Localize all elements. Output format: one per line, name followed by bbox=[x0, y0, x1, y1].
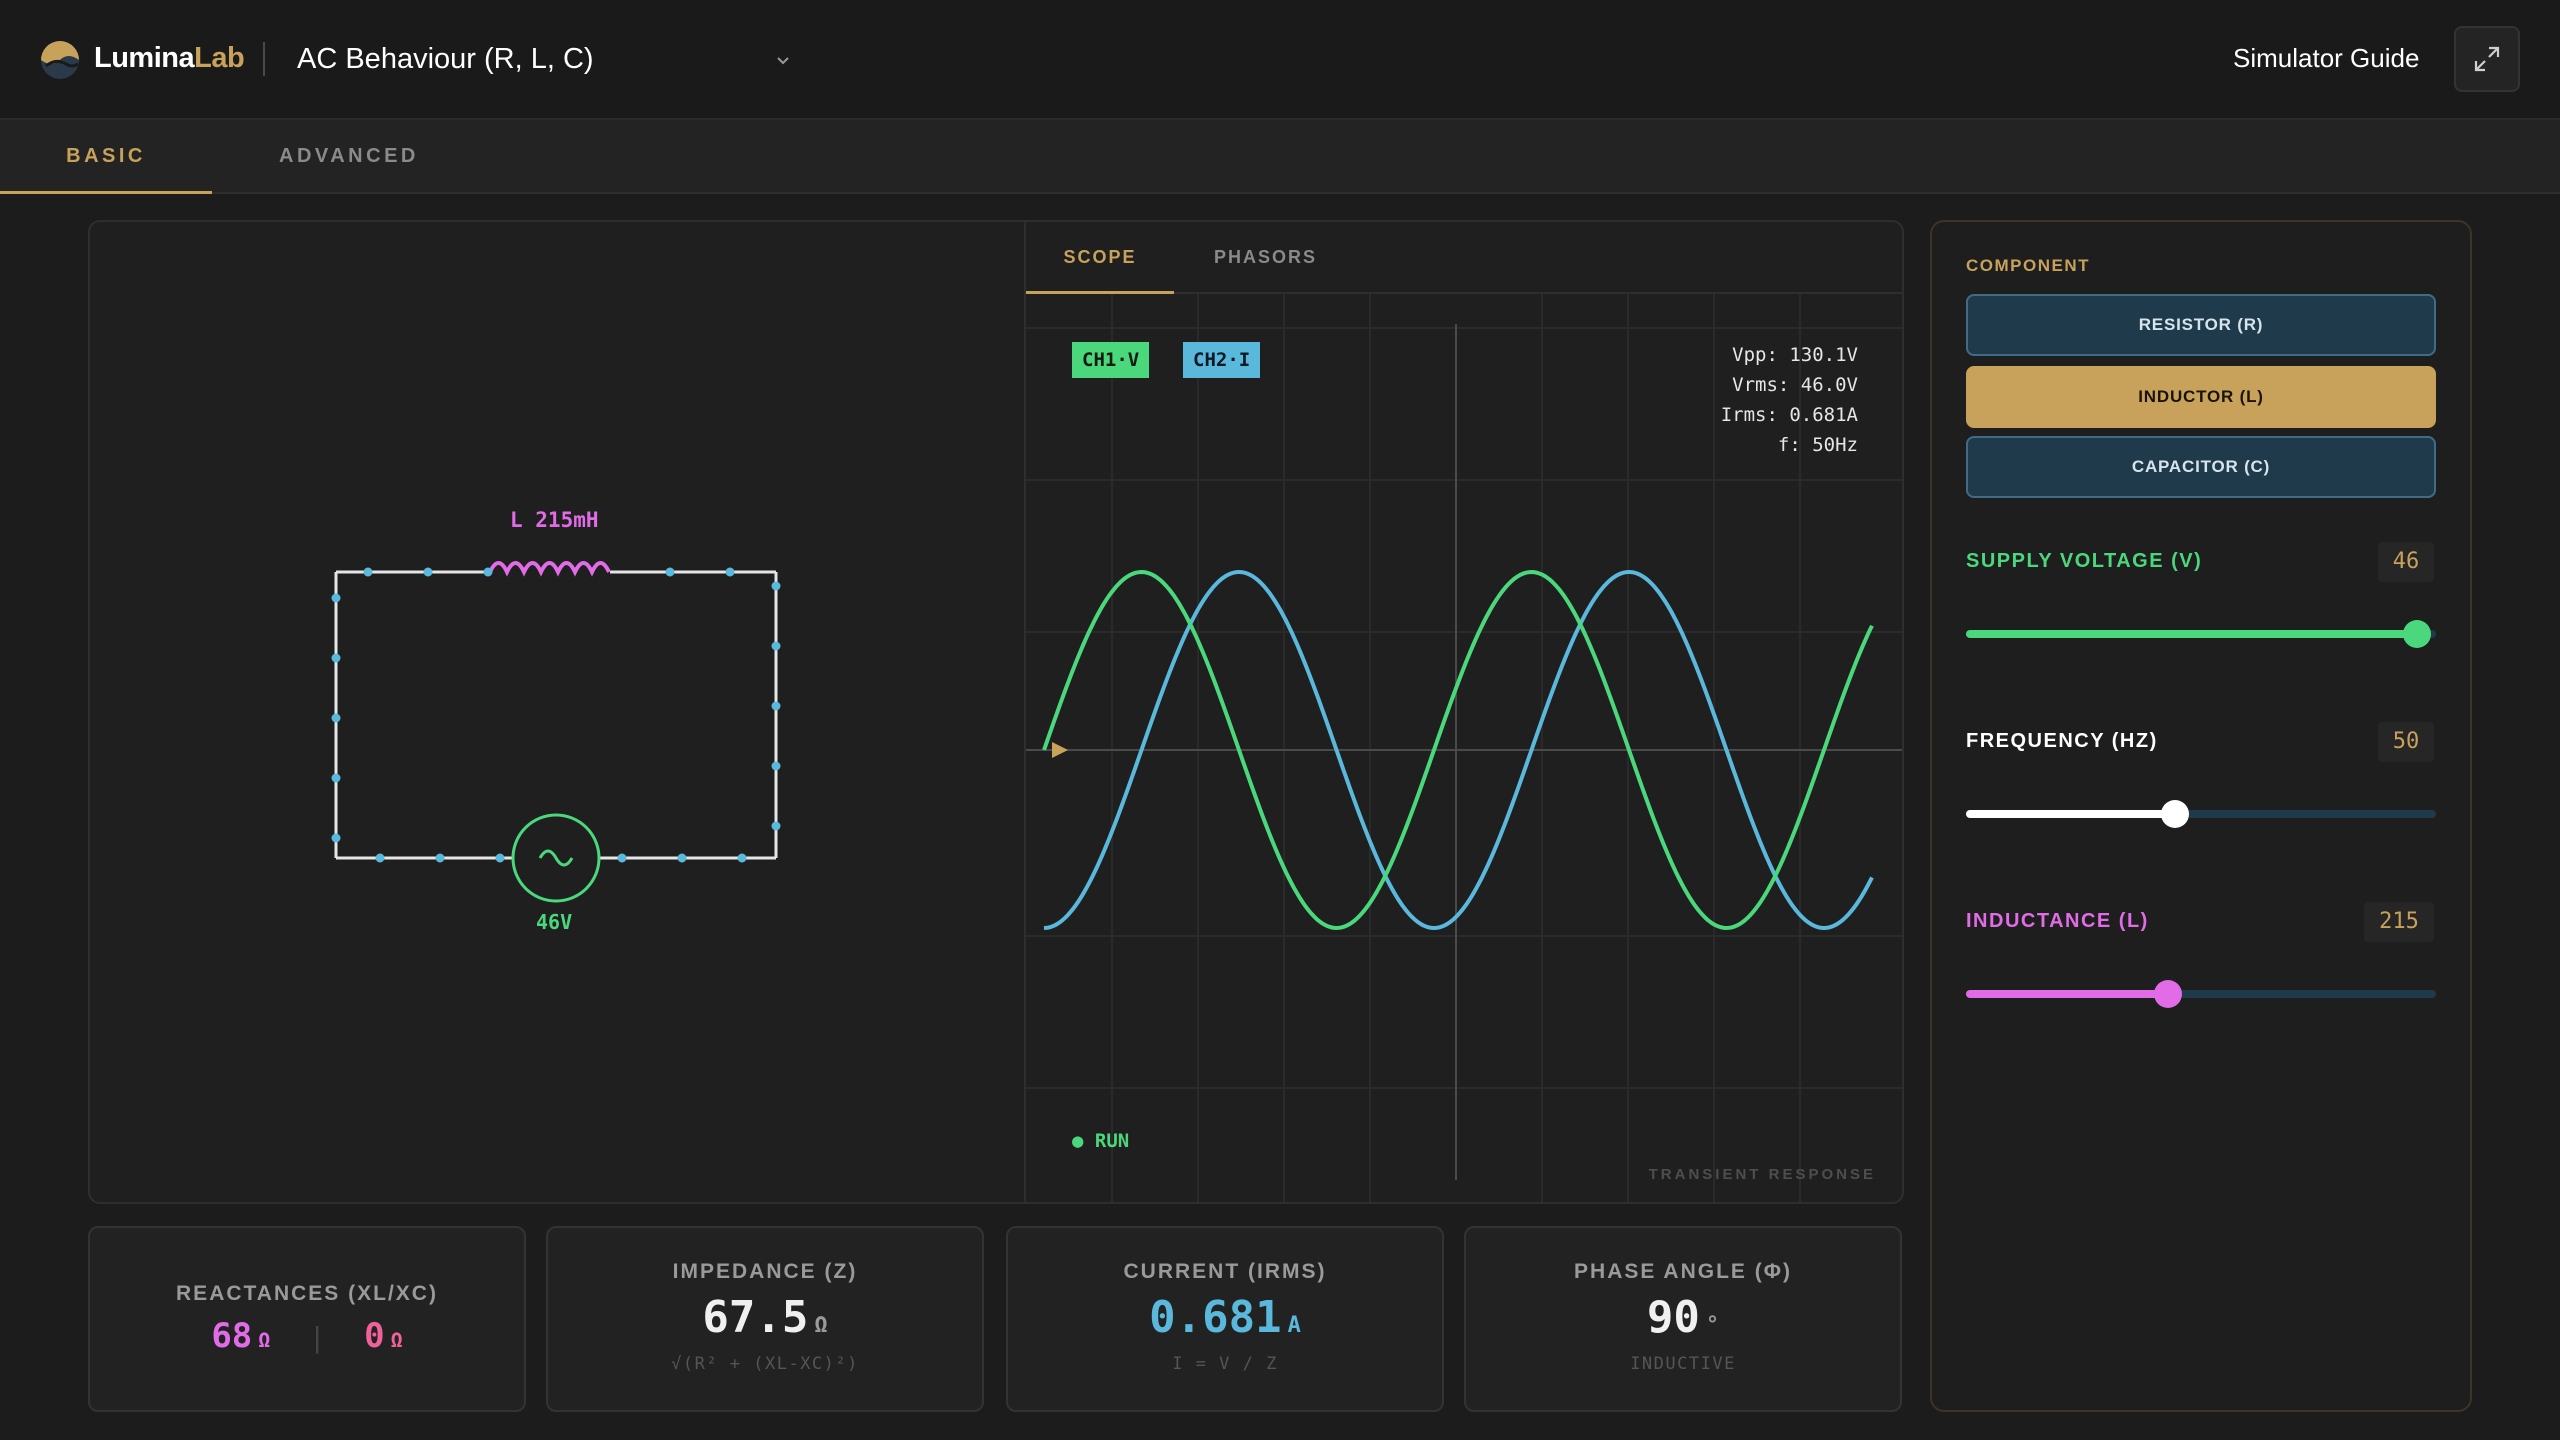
frequency-value[interactable]: 50 bbox=[2378, 722, 2434, 762]
resistor-button[interactable]: RESISTOR (R) bbox=[1966, 294, 2436, 356]
current-value-row: 0.681 A bbox=[1008, 1292, 1442, 1343]
phase-angle-value: 90 bbox=[1646, 1292, 1700, 1343]
xc-value: 0 bbox=[364, 1316, 385, 1356]
irms-readout: Irms: 0.681A bbox=[1720, 404, 1858, 426]
current-value: 0.681 bbox=[1149, 1292, 1282, 1343]
frequency-label: FREQUENCY (HZ) bbox=[1966, 730, 2158, 752]
simulation-panel: L 215mH 46V SCOPE PHASORS bbox=[88, 220, 1904, 1204]
ch2-badge[interactable]: CH2·I bbox=[1183, 342, 1261, 378]
expand-icon bbox=[2474, 46, 2500, 72]
current-formula: I = V / Z bbox=[1172, 1354, 1278, 1374]
control-sidebar: COMPONENT RESISTOR (R) INDUCTOR (L) CAPA… bbox=[1930, 220, 2472, 1412]
phase-angle-card: PHASE ANGLE (Φ) 90 ° INDUCTIVE bbox=[1464, 1226, 1902, 1412]
impedance-value-row: 67.5 Ω bbox=[548, 1292, 982, 1343]
tab-advanced[interactable]: ADVANCED bbox=[279, 145, 419, 167]
xl-unit: Ω bbox=[258, 1328, 271, 1352]
xl-value: 68 bbox=[211, 1316, 253, 1356]
supply-voltage-slider[interactable] bbox=[1966, 620, 2436, 648]
scope-tab-bar: SCOPE PHASORS bbox=[1026, 222, 1902, 294]
app-header: LuminaLab AC Behaviour (R, L, C) Simulat… bbox=[0, 0, 2560, 120]
inductance-value[interactable]: 215 bbox=[2364, 902, 2434, 942]
phase-angle-title: PHASE ANGLE (Φ) bbox=[1574, 1260, 1792, 1283]
mode-tab-bar: BASIC ADVANCED bbox=[0, 120, 2560, 194]
supply-voltage-value[interactable]: 46 bbox=[2378, 542, 2434, 582]
tab-basic[interactable]: BASIC bbox=[0, 120, 212, 194]
phase-angle-unit: ° bbox=[1705, 1313, 1720, 1338]
inductance-slider[interactable] bbox=[1966, 980, 2436, 1008]
tab-scope[interactable]: SCOPE bbox=[1026, 222, 1174, 294]
inductance-label: INDUCTANCE (L) bbox=[1966, 910, 2149, 932]
supply-voltage-label: SUPPLY VOLTAGE (V) bbox=[1966, 550, 2203, 572]
supply-voltage-fill bbox=[1966, 630, 2418, 638]
frequency-fill bbox=[1966, 810, 2176, 818]
ac-source-icon[interactable] bbox=[511, 813, 601, 903]
fullscreen-button[interactable] bbox=[2454, 26, 2520, 92]
simulator-guide-link[interactable]: Simulator Guide bbox=[2233, 43, 2420, 73]
scope-readout: Vpp: 130.1V Vrms: 46.0V Irms: 0.681A f: … bbox=[1721, 340, 1858, 460]
reactance-separator: | bbox=[308, 1321, 326, 1354]
capacitor-button[interactable]: CAPACITOR (C) bbox=[1966, 436, 2436, 498]
xc-unit: Ω bbox=[390, 1328, 403, 1352]
vpp-readout: Vpp: 130.1V bbox=[1732, 344, 1858, 366]
frequency-thumb[interactable] bbox=[2161, 800, 2190, 828]
circuit-diagram: L 215mH 46V bbox=[90, 222, 1024, 1202]
current-flow-dots bbox=[331, 567, 781, 863]
lumina-logo-icon bbox=[41, 41, 79, 79]
source-voltage-label: 46V bbox=[536, 910, 573, 934]
transient-response-label: TRANSIENT RESPONSE bbox=[1648, 1166, 1876, 1183]
header-divider bbox=[263, 42, 265, 76]
oscilloscope: SCOPE PHASORS CH1·V CH2·I Vpp: bbox=[1024, 222, 1902, 1202]
impedance-card: IMPEDANCE (Z) 67.5 Ω √(R² + (XL-XC)²) bbox=[546, 1226, 984, 1412]
freq-readout: f: 50Hz bbox=[1777, 434, 1858, 456]
inductor-button[interactable]: INDUCTOR (L) bbox=[1966, 366, 2436, 428]
run-status[interactable]: ● RUN bbox=[1072, 1130, 1130, 1152]
ch1-badge[interactable]: CH1·V bbox=[1072, 342, 1150, 378]
impedance-value: 67.5 bbox=[702, 1292, 809, 1343]
phase-type: INDUCTIVE bbox=[1630, 1354, 1736, 1374]
inductance-fill bbox=[1966, 990, 2169, 998]
impedance-title: IMPEDANCE (Z) bbox=[672, 1260, 858, 1283]
ch2-current-trace bbox=[1043, 570, 1874, 931]
supply-voltage-thumb[interactable] bbox=[2403, 620, 2432, 648]
component-section-label: COMPONENT bbox=[1966, 256, 2090, 275]
tab-phasors[interactable]: PHASORS bbox=[1214, 247, 1318, 267]
phase-value-row: 90 ° bbox=[1466, 1292, 1900, 1343]
ch1-voltage-trace bbox=[1042, 569, 1874, 931]
impedance-formula: √(R² + (XL-XC)²) bbox=[671, 1354, 859, 1374]
frequency-slider[interactable] bbox=[1966, 800, 2436, 828]
inductance-thumb[interactable] bbox=[2154, 980, 2183, 1008]
inductor-label: L 215mH bbox=[510, 508, 599, 532]
vrms-readout: Vrms: 46.0V bbox=[1732, 374, 1858, 396]
simulation-title[interactable]: AC Behaviour (R, L, C) bbox=[297, 43, 594, 75]
current-unit: A bbox=[1287, 1313, 1301, 1338]
chevron-down-icon[interactable] bbox=[773, 50, 793, 70]
scope-screen bbox=[1026, 294, 1902, 1202]
circuit-svg bbox=[331, 561, 781, 903]
current-title: CURRENT (IRMS) bbox=[1123, 1260, 1327, 1283]
impedance-unit: Ω bbox=[814, 1313, 828, 1338]
brand-name: LuminaLab bbox=[94, 42, 245, 74]
reactances-title: REACTANCES (XL/XC) bbox=[176, 1282, 438, 1305]
current-card: CURRENT (IRMS) 0.681 A I = V / Z bbox=[1006, 1226, 1444, 1412]
inductor-coil-icon[interactable] bbox=[488, 561, 611, 577]
trigger-marker-icon bbox=[1052, 742, 1068, 758]
